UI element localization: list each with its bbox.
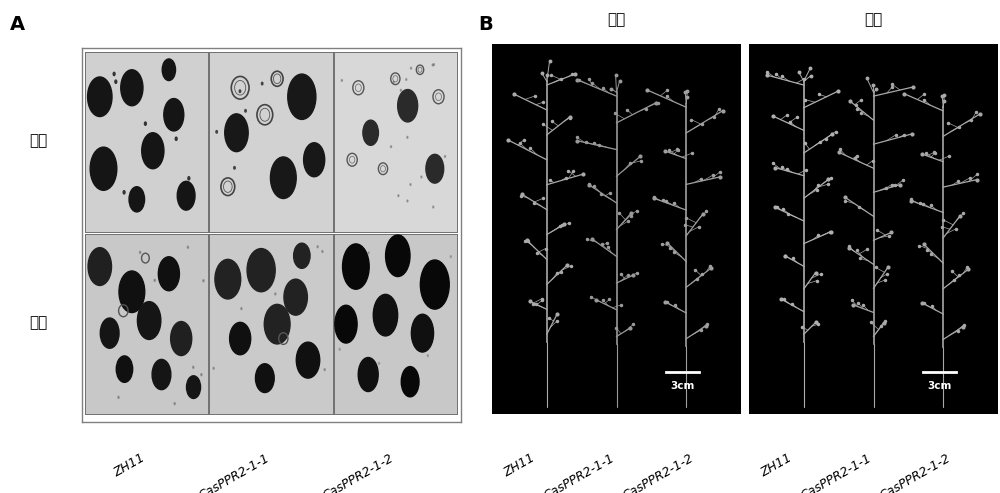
Ellipse shape (288, 74, 316, 119)
Ellipse shape (171, 321, 192, 355)
Ellipse shape (225, 114, 248, 152)
Ellipse shape (265, 288, 266, 290)
Ellipse shape (270, 157, 296, 199)
Text: ZH11: ZH11 (501, 451, 537, 479)
Ellipse shape (137, 302, 161, 340)
Ellipse shape (213, 367, 214, 369)
Text: CasPPR2-1-2: CasPPR2-1-2 (320, 451, 396, 493)
Ellipse shape (119, 271, 145, 313)
Ellipse shape (129, 187, 145, 212)
Ellipse shape (411, 314, 434, 352)
Ellipse shape (201, 374, 202, 376)
Ellipse shape (142, 133, 164, 169)
Ellipse shape (113, 72, 115, 75)
Ellipse shape (261, 82, 263, 85)
Text: CasPPR2-1-1: CasPPR2-1-1 (798, 451, 874, 493)
Ellipse shape (88, 77, 112, 116)
Ellipse shape (450, 256, 451, 258)
Ellipse shape (317, 246, 318, 247)
Text: CasPPR2-1-2: CasPPR2-1-2 (621, 451, 696, 493)
Ellipse shape (162, 385, 164, 387)
Text: CasPPR2-1-1: CasPPR2-1-1 (196, 451, 272, 493)
Ellipse shape (238, 143, 239, 146)
Ellipse shape (100, 318, 119, 348)
Ellipse shape (162, 59, 176, 80)
Ellipse shape (158, 257, 179, 291)
Ellipse shape (363, 120, 378, 145)
Ellipse shape (386, 235, 410, 277)
Text: B: B (478, 15, 493, 34)
Ellipse shape (121, 70, 143, 106)
Ellipse shape (203, 280, 204, 282)
Text: ZH11: ZH11 (758, 451, 794, 479)
Text: A: A (10, 15, 25, 34)
Ellipse shape (215, 259, 241, 299)
Ellipse shape (175, 137, 177, 141)
Text: CasPPR2-1-2: CasPPR2-1-2 (878, 451, 953, 493)
Ellipse shape (139, 195, 141, 199)
Ellipse shape (88, 247, 112, 285)
Ellipse shape (187, 246, 189, 248)
Ellipse shape (294, 243, 310, 268)
Ellipse shape (177, 181, 195, 210)
Ellipse shape (158, 364, 159, 366)
Ellipse shape (193, 366, 194, 368)
Ellipse shape (118, 396, 119, 398)
Ellipse shape (99, 102, 101, 105)
Text: 3cm: 3cm (670, 381, 695, 391)
Ellipse shape (115, 80, 117, 83)
Ellipse shape (123, 191, 125, 194)
Ellipse shape (187, 376, 201, 398)
Ellipse shape (216, 131, 217, 133)
Ellipse shape (426, 154, 444, 183)
Ellipse shape (294, 260, 295, 262)
Ellipse shape (378, 362, 380, 364)
Ellipse shape (241, 308, 242, 310)
Ellipse shape (335, 305, 357, 343)
Ellipse shape (174, 403, 175, 405)
Text: 低温: 低温 (29, 316, 47, 330)
Ellipse shape (239, 90, 241, 93)
Ellipse shape (234, 167, 235, 169)
Ellipse shape (324, 369, 325, 371)
Ellipse shape (154, 279, 155, 282)
Ellipse shape (139, 251, 141, 253)
Ellipse shape (368, 252, 369, 254)
Ellipse shape (264, 304, 290, 344)
Ellipse shape (245, 109, 246, 112)
Ellipse shape (275, 293, 276, 295)
Ellipse shape (144, 122, 146, 125)
Ellipse shape (164, 99, 184, 131)
Ellipse shape (401, 367, 419, 397)
Ellipse shape (343, 244, 369, 289)
Ellipse shape (427, 354, 428, 356)
Ellipse shape (284, 279, 307, 315)
Ellipse shape (116, 356, 133, 383)
Ellipse shape (255, 364, 274, 392)
Ellipse shape (247, 248, 275, 292)
Ellipse shape (90, 147, 117, 190)
Ellipse shape (358, 357, 378, 391)
Ellipse shape (373, 294, 398, 336)
Text: 高温: 高温 (607, 12, 626, 27)
Text: 高温: 高温 (29, 133, 47, 148)
Ellipse shape (398, 90, 418, 122)
Ellipse shape (230, 322, 251, 355)
Ellipse shape (420, 260, 449, 309)
Ellipse shape (322, 250, 323, 252)
Text: 低温: 低温 (864, 12, 883, 27)
Ellipse shape (152, 359, 171, 389)
Ellipse shape (296, 342, 320, 378)
Ellipse shape (339, 348, 340, 351)
Ellipse shape (188, 176, 190, 180)
Text: 3cm: 3cm (927, 381, 952, 391)
Ellipse shape (304, 143, 325, 176)
Text: ZH11: ZH11 (111, 451, 147, 479)
Ellipse shape (363, 368, 364, 370)
Text: CasPPR2-1-1: CasPPR2-1-1 (541, 451, 616, 493)
